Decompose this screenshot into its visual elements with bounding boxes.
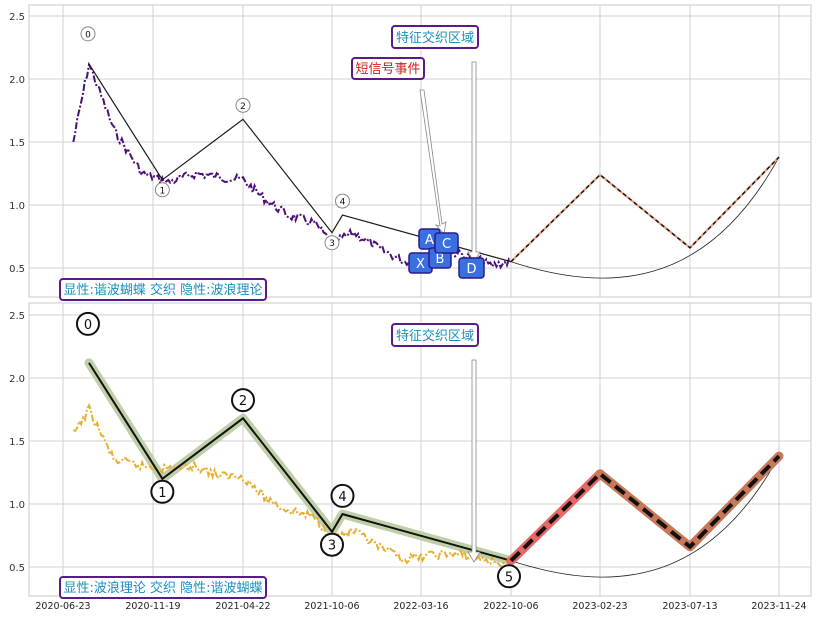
x-tick-label: 2021-10-06 — [304, 601, 359, 612]
y-tick-label: 1.5 — [9, 437, 25, 448]
top-y-ticks: 0.5 1.0 1.5 2.0 2.5 — [9, 12, 25, 275]
bottom-feature-box: 特征交织区域 — [391, 323, 479, 347]
y-tick-label: 0.5 — [9, 264, 25, 275]
bottom-wave-line — [88, 362, 512, 562]
bottom-y-ticks: 0.5 1.0 1.5 2.0 2.5 — [9, 311, 25, 574]
top-wave-labels: 0 1 2 3 4 — [80, 26, 351, 251]
y-tick-label: 2.5 — [9, 12, 25, 23]
harmonic-label-b: B — [436, 252, 445, 267]
x-tick-label: 2022-03-16 — [393, 601, 448, 612]
bottom-wave-labels: 0 1 2 3 4 5 — [75, 311, 521, 589]
wave-point-5: 5 — [497, 564, 521, 589]
top-panel: 0.5 1.0 1.5 2.0 2.5 0 1 2 3 4 X A B C D — [9, 4, 812, 301]
wave-label: 2 — [239, 394, 247, 409]
y-tick-label: 2.0 — [9, 75, 25, 86]
top-projection-arc — [510, 156, 780, 279]
x-tick-label: 2022-10-06 — [483, 601, 538, 612]
y-tick-label: 1.0 — [9, 500, 25, 511]
harmonic-label-x: X — [416, 257, 425, 272]
wave-label: 1 — [158, 486, 166, 501]
bottom-plot-frame — [28, 302, 812, 597]
x-tick-label: 2023-02-23 — [572, 601, 627, 612]
wave-point-3: 3 — [324, 235, 340, 251]
wave-point-0: 0 — [80, 26, 96, 42]
top-projection-dashes — [510, 156, 780, 263]
x-tick-label: 2020-06-23 — [35, 601, 90, 612]
bottom-price-line — [72, 402, 512, 568]
top-price-line — [72, 61, 512, 270]
harmonic-point-d: D — [458, 257, 485, 279]
wave-label: 3 — [329, 239, 335, 249]
wave-label: 3 — [328, 539, 336, 554]
wave-point-1: 1 — [154, 182, 170, 198]
bottom-caption: 显性:波浪理论 交织 隐性:谐波蝴蝶 — [63, 580, 262, 596]
harmonic-point-c: C — [434, 232, 459, 254]
y-tick-label: 2.5 — [9, 311, 25, 322]
wave-label: 0 — [84, 318, 92, 333]
top-caption: 显性:谐波蝴蝶 交织 隐性:波浪理论 — [63, 282, 262, 298]
bottom-grid — [29, 303, 811, 596]
top-feature-text: 特征交织区域 — [396, 30, 474, 46]
top-signal-box: 短信号事件 — [351, 57, 425, 80]
wave-label: 2 — [240, 102, 246, 112]
x-tick-labels: 2020-06-23 2020-11-19 2021-04-22 2021-10-06… — [35, 601, 806, 612]
x-tick-label: 2023-11-24 — [751, 601, 806, 612]
y-tick-label: 0.5 — [9, 563, 25, 574]
harmonic-label-d: D — [466, 262, 476, 277]
top-signal-arrow — [419, 89, 447, 235]
y-tick-label: 2.0 — [9, 374, 25, 385]
wave-point-2: 2 — [235, 97, 251, 113]
wave-point-1: 1 — [150, 479, 175, 504]
harmonic-label-c: C — [442, 237, 451, 252]
wave-label: 4 — [338, 490, 346, 505]
x-tick-label: 2021-04-22 — [215, 601, 270, 612]
bottom-feature-arrow — [467, 359, 481, 563]
top-feature-box: 特征交织区域 — [391, 25, 479, 49]
top-signal-text: 短信号事件 — [355, 62, 420, 77]
x-tick-label: 2020-11-19 — [125, 601, 180, 612]
harmonic-label-a: A — [425, 233, 434, 248]
wave-point-3: 3 — [320, 532, 344, 557]
bottom-projection-dashes — [509, 454, 781, 563]
top-wave-line — [88, 63, 512, 263]
y-tick-label: 1.0 — [9, 201, 25, 212]
bottom-caption-box: 显性:波浪理论 交织 隐性:谐波蝴蝶 — [59, 576, 267, 599]
wave-label: 0 — [85, 30, 91, 40]
wave-point-4: 4 — [330, 483, 355, 508]
wave-label: 5 — [505, 570, 513, 585]
bottom-feature-text: 特征交织区域 — [396, 328, 474, 344]
y-tick-label: 1.5 — [9, 138, 25, 149]
wave-point-4: 4 — [335, 193, 351, 209]
bottom-projection-arc — [510, 455, 780, 578]
wave-point-0: 0 — [75, 311, 100, 336]
top-feature-arrow — [467, 61, 481, 263]
x-tick-label: 2023-07-13 — [662, 601, 717, 612]
wave-point-2: 2 — [231, 388, 255, 413]
wave-label: 1 — [159, 186, 165, 196]
top-caption-box: 显性:谐波蝴蝶 交织 隐性:波浪理论 — [59, 278, 267, 301]
bottom-panel: 0.5 1.0 1.5 2.0 2.5 0 1 2 3 4 5 特征交织区域 显性:波浪理论 交织… — [9, 302, 812, 599]
wave-label: 4 — [340, 198, 346, 208]
